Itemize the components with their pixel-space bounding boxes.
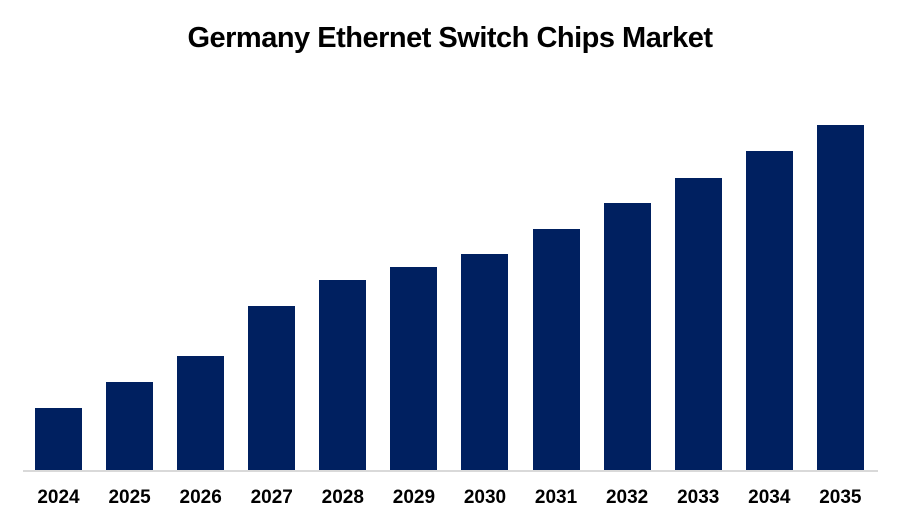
bar-2025: 2025 (106, 382, 154, 507)
x-tick-label-2034: 2034 (748, 487, 791, 508)
bar-2028: 2028 (319, 280, 367, 507)
x-tick-label-2024: 2024 (37, 487, 80, 508)
bar-2035: 2035 (816, 125, 864, 507)
x-axis-line (23, 470, 878, 472)
chart-title: Germany Ethernet Switch Chips Market (187, 22, 713, 54)
bar-2030: 2030 (461, 254, 509, 507)
bar-2034: 2034 (745, 151, 793, 507)
bar-2033: 2033 (674, 178, 722, 507)
x-tick-label-2025: 2025 (108, 487, 151, 508)
x-tick-label-2031: 2031 (534, 487, 578, 508)
x-tick-label-2026: 2026 (179, 487, 222, 508)
bar-2032: 2032 (603, 203, 651, 507)
bar-2024: 2024 (35, 408, 82, 507)
x-tick-label-2032: 2032 (605, 487, 649, 508)
x-tick-label-2030: 2030 (463, 487, 507, 508)
bar-2031: 2031 (532, 229, 580, 507)
bar-2029: 2029 (390, 267, 438, 507)
bar-2026: 2026 (177, 356, 225, 507)
x-tick-label-2033: 2033 (677, 487, 720, 508)
x-tick-label-2028: 2028 (321, 487, 364, 508)
x-tick-label-2027: 2027 (250, 487, 293, 508)
x-tick-label-2035: 2035 (819, 487, 862, 508)
x-tick-label-2029: 2029 (392, 487, 436, 508)
bar-2027: 2027 (248, 306, 296, 507)
plot-area: 2024 2025 2026 2027 2028 2029 2030 2031 2032 2033… (23, 100, 878, 507)
bars-container: 2024 2025 2026 2027 2028 2029 2030 2031 2032 2033… (23, 100, 878, 507)
